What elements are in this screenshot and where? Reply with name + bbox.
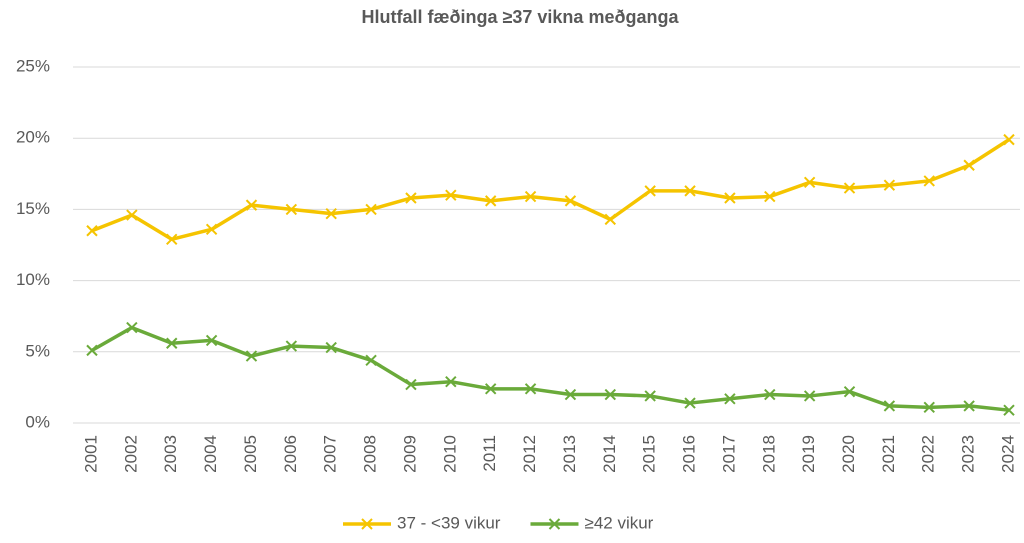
x-tick-label: 2013 bbox=[560, 435, 579, 473]
marker bbox=[285, 340, 298, 352]
marker bbox=[445, 189, 457, 201]
marker bbox=[724, 192, 736, 204]
y-tick-label: 15% bbox=[16, 199, 50, 218]
marker bbox=[1003, 133, 1015, 146]
marker bbox=[365, 354, 377, 367]
x-tick-label: 2004 bbox=[201, 435, 220, 473]
marker bbox=[166, 337, 178, 349]
x-tick-label: 2002 bbox=[121, 435, 140, 473]
marker bbox=[205, 223, 218, 236]
marker bbox=[205, 334, 218, 347]
marker bbox=[86, 344, 98, 357]
x-tick-label: 2008 bbox=[361, 435, 380, 473]
x-tick-label: 2011 bbox=[480, 435, 499, 472]
marker bbox=[684, 397, 696, 409]
marker bbox=[764, 190, 776, 203]
marker bbox=[405, 378, 417, 391]
x-tick-label: 2009 bbox=[400, 435, 419, 473]
marker bbox=[684, 185, 696, 197]
legend-label: ≥42 vikur bbox=[584, 513, 653, 532]
y-tick-label: 5% bbox=[25, 341, 50, 360]
series-line bbox=[91, 138, 1010, 242]
x-tick-label: 2010 bbox=[440, 435, 459, 473]
marker bbox=[923, 175, 935, 187]
x-tick-label: 2020 bbox=[839, 435, 858, 473]
x-tick-label: 2015 bbox=[640, 435, 659, 473]
marker bbox=[484, 195, 497, 207]
x-tick-label: 2017 bbox=[719, 435, 738, 473]
marker bbox=[166, 233, 178, 246]
x-tick-label: 2023 bbox=[959, 435, 978, 473]
legend-label: 37 - <39 vikur bbox=[397, 513, 501, 532]
x-tick-label: 2024 bbox=[998, 435, 1017, 473]
marker bbox=[644, 185, 656, 197]
marker bbox=[325, 341, 337, 354]
marker bbox=[963, 400, 975, 412]
marker bbox=[445, 375, 457, 388]
marker bbox=[803, 176, 816, 189]
x-tick-label: 2022 bbox=[919, 435, 938, 473]
legend-marker bbox=[548, 518, 561, 530]
marker bbox=[764, 388, 776, 401]
x-tick-label: 2014 bbox=[600, 435, 619, 473]
marker bbox=[126, 321, 138, 334]
marker bbox=[644, 390, 656, 402]
marker bbox=[126, 209, 138, 221]
x-tick-label: 2001 bbox=[81, 435, 100, 473]
marker bbox=[564, 388, 577, 401]
marker bbox=[1003, 404, 1015, 416]
y-tick-label: 10% bbox=[16, 270, 50, 289]
marker bbox=[484, 383, 497, 395]
marker bbox=[604, 388, 617, 401]
marker bbox=[86, 225, 98, 237]
x-tick-label: 2021 bbox=[879, 435, 898, 473]
marker bbox=[405, 192, 417, 204]
marker bbox=[524, 383, 537, 395]
marker bbox=[564, 195, 577, 207]
marker bbox=[843, 182, 856, 194]
marker bbox=[524, 190, 537, 203]
marker bbox=[923, 401, 935, 414]
x-tick-label: 2003 bbox=[161, 435, 180, 473]
legend-marker bbox=[361, 518, 373, 530]
x-tick-label: 2007 bbox=[321, 435, 340, 473]
marker bbox=[365, 203, 377, 216]
x-tick-label: 2012 bbox=[520, 435, 539, 473]
marker bbox=[803, 390, 816, 402]
marker bbox=[883, 179, 896, 191]
x-tick-label: 2018 bbox=[759, 435, 778, 473]
marker bbox=[604, 213, 617, 226]
marker bbox=[245, 350, 258, 362]
series-line bbox=[91, 325, 1010, 412]
marker bbox=[325, 207, 337, 220]
marker bbox=[245, 199, 258, 211]
marker bbox=[883, 400, 896, 412]
x-tick-label: 2006 bbox=[281, 435, 300, 473]
x-tick-label: 2016 bbox=[680, 435, 699, 473]
y-tick-label: 0% bbox=[25, 412, 50, 431]
x-tick-label: 2019 bbox=[799, 435, 818, 473]
y-tick-label: 20% bbox=[16, 128, 50, 147]
marker bbox=[843, 385, 856, 398]
y-tick-label: 25% bbox=[16, 56, 50, 75]
marker bbox=[724, 393, 736, 405]
chart-title: Hlutfall fæðinga ≥37 vikna meðganga bbox=[362, 7, 680, 27]
x-tick-label: 2005 bbox=[241, 435, 260, 473]
marker bbox=[285, 203, 298, 216]
marker bbox=[963, 159, 975, 171]
